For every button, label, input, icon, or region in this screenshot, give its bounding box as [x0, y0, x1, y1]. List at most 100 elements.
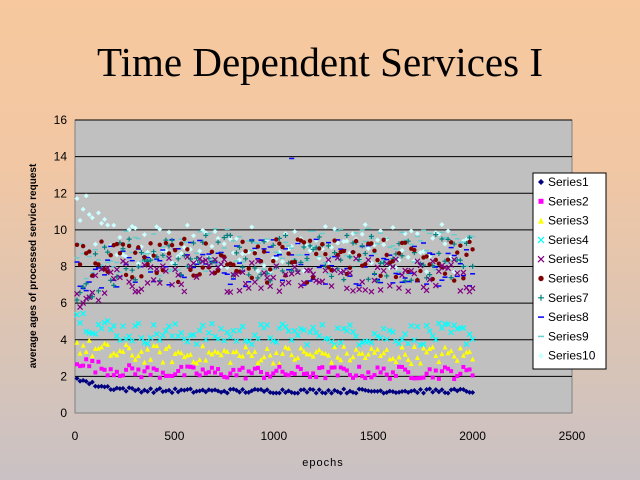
data-point	[381, 237, 386, 243]
data-point	[418, 268, 423, 274]
data-point	[267, 352, 273, 358]
data-point	[454, 357, 460, 363]
data-point	[408, 361, 414, 367]
data-point	[240, 239, 245, 245]
data-point	[446, 366, 451, 371]
data-point	[178, 387, 184, 393]
data-point	[105, 222, 111, 228]
data-point	[377, 334, 384, 341]
data-point	[470, 390, 476, 396]
data-point	[396, 251, 402, 256]
data-point	[123, 266, 129, 272]
data-point	[393, 274, 399, 280]
data-point	[87, 364, 92, 369]
data-point	[319, 321, 326, 328]
data-point	[430, 389, 436, 395]
data-point	[107, 269, 114, 276]
data-point	[325, 352, 331, 358]
data-point	[222, 374, 227, 379]
data-point	[436, 389, 442, 395]
data-point	[242, 280, 249, 287]
data-point	[350, 375, 355, 380]
legend-marker	[538, 198, 544, 204]
legend-marker	[537, 255, 545, 263]
data-point	[86, 337, 92, 343]
data-point	[187, 351, 193, 357]
data-point	[439, 325, 445, 332]
data-point	[470, 263, 476, 269]
data-point	[386, 327, 393, 334]
data-point	[166, 251, 172, 256]
data-point	[292, 372, 297, 377]
data-point	[237, 367, 242, 372]
data-point	[389, 263, 396, 270]
data-point	[160, 252, 166, 258]
legend-label: Series1	[548, 175, 589, 189]
data-point	[448, 329, 455, 336]
data-point	[184, 253, 191, 260]
data-point	[470, 247, 475, 252]
data-point	[408, 277, 414, 283]
data-point	[365, 276, 371, 282]
data-point	[448, 261, 455, 268]
data-point	[313, 277, 320, 284]
x-tick-label: 500	[164, 429, 184, 443]
data-point	[95, 288, 101, 294]
data-point	[304, 351, 310, 357]
data-point	[384, 346, 390, 352]
data-point	[120, 242, 126, 247]
legend-box	[532, 172, 607, 370]
data-point	[298, 387, 304, 393]
data-point	[98, 325, 105, 332]
data-point	[240, 264, 246, 270]
data-point	[74, 375, 80, 381]
data-point	[341, 239, 347, 245]
data-point	[113, 266, 120, 273]
data-point	[301, 371, 306, 376]
data-point	[432, 282, 439, 289]
data-point	[362, 287, 369, 293]
data-point	[399, 389, 405, 395]
data-point	[188, 364, 193, 369]
data-point	[123, 260, 129, 267]
data-point	[350, 240, 356, 246]
data-point	[77, 217, 83, 223]
data-point	[426, 276, 433, 283]
data-point	[141, 262, 148, 268]
legend-label: Series8	[548, 310, 589, 324]
data-point	[83, 193, 89, 199]
data-point	[166, 255, 172, 262]
data-point	[329, 365, 334, 370]
data-point	[378, 388, 384, 394]
gridlines	[75, 119, 572, 377]
data-point	[449, 369, 454, 374]
data-point	[347, 372, 352, 377]
data-point	[105, 383, 111, 389]
data-point	[363, 376, 368, 381]
data-point	[111, 282, 117, 288]
data-point	[436, 250, 442, 256]
data-point	[135, 386, 141, 392]
data-point	[95, 210, 101, 216]
data-point	[304, 389, 310, 395]
data-point	[448, 240, 454, 245]
data-point	[469, 285, 476, 292]
data-point	[461, 276, 466, 281]
data-point	[301, 348, 307, 354]
data-point	[277, 364, 282, 369]
data-point	[341, 343, 347, 349]
y-axis-label: average ages of processed service reques…	[28, 163, 39, 368]
legend-marker	[538, 352, 544, 359]
data-point	[340, 325, 347, 332]
data-point	[150, 276, 157, 283]
data-point	[81, 363, 86, 368]
data-point	[359, 350, 365, 356]
data-point	[298, 366, 303, 371]
legend-item: Series8	[538, 310, 589, 324]
data-point	[166, 387, 172, 393]
data-point	[371, 349, 377, 355]
data-point	[276, 390, 282, 396]
data-point	[378, 228, 384, 234]
data-point	[411, 344, 417, 350]
data-point	[442, 365, 447, 370]
